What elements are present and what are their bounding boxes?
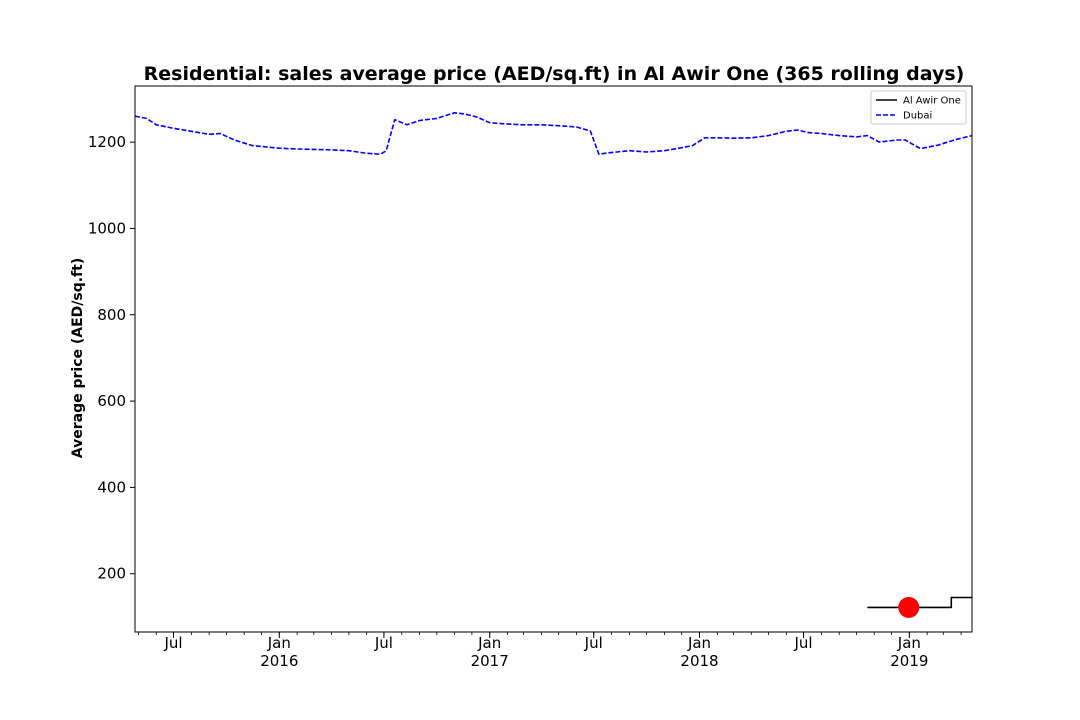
series-group xyxy=(135,112,972,609)
x-tick-label: Jul xyxy=(374,634,393,652)
plot-frame xyxy=(134,85,973,633)
y-tick-label: 200 xyxy=(97,565,126,583)
legend-entry-label: Al Awir One xyxy=(903,96,961,107)
y-tick-label: 600 xyxy=(97,392,126,410)
x-tick-label: Jan xyxy=(477,634,501,652)
plot-area xyxy=(135,112,972,618)
x-tick-year-label: 2017 xyxy=(471,652,509,670)
x-tick-label: Jul xyxy=(163,634,182,652)
chart-title: Residential: sales average price (AED/sq… xyxy=(144,63,965,85)
legend: Al Awir One Dubai xyxy=(870,90,967,125)
x-tick-year-label: 2016 xyxy=(260,652,298,670)
y-tick-label: 400 xyxy=(97,478,126,496)
y-axis-label: Average price (AED/sq.ft) xyxy=(70,258,86,458)
series-line-dubai xyxy=(135,112,972,155)
y-tick-label: 800 xyxy=(97,306,126,324)
highlight-marker xyxy=(898,596,920,618)
x-tick-label: Jul xyxy=(584,634,603,652)
y-tick-label: 1000 xyxy=(88,219,126,237)
x-tick-label: Jan xyxy=(897,634,921,652)
x-tick-year-label: 2019 xyxy=(890,652,928,670)
x-tick-year-label: 2018 xyxy=(680,652,718,670)
x-tick-label: Jan xyxy=(267,634,291,652)
x-tick-label: Jul xyxy=(794,634,813,652)
legend-entry-label: Dubai xyxy=(903,111,932,122)
series-line-al-awir-one xyxy=(867,596,972,609)
x-tick-label: Jan xyxy=(687,634,711,652)
y-tick-label: 1200 xyxy=(88,133,126,151)
